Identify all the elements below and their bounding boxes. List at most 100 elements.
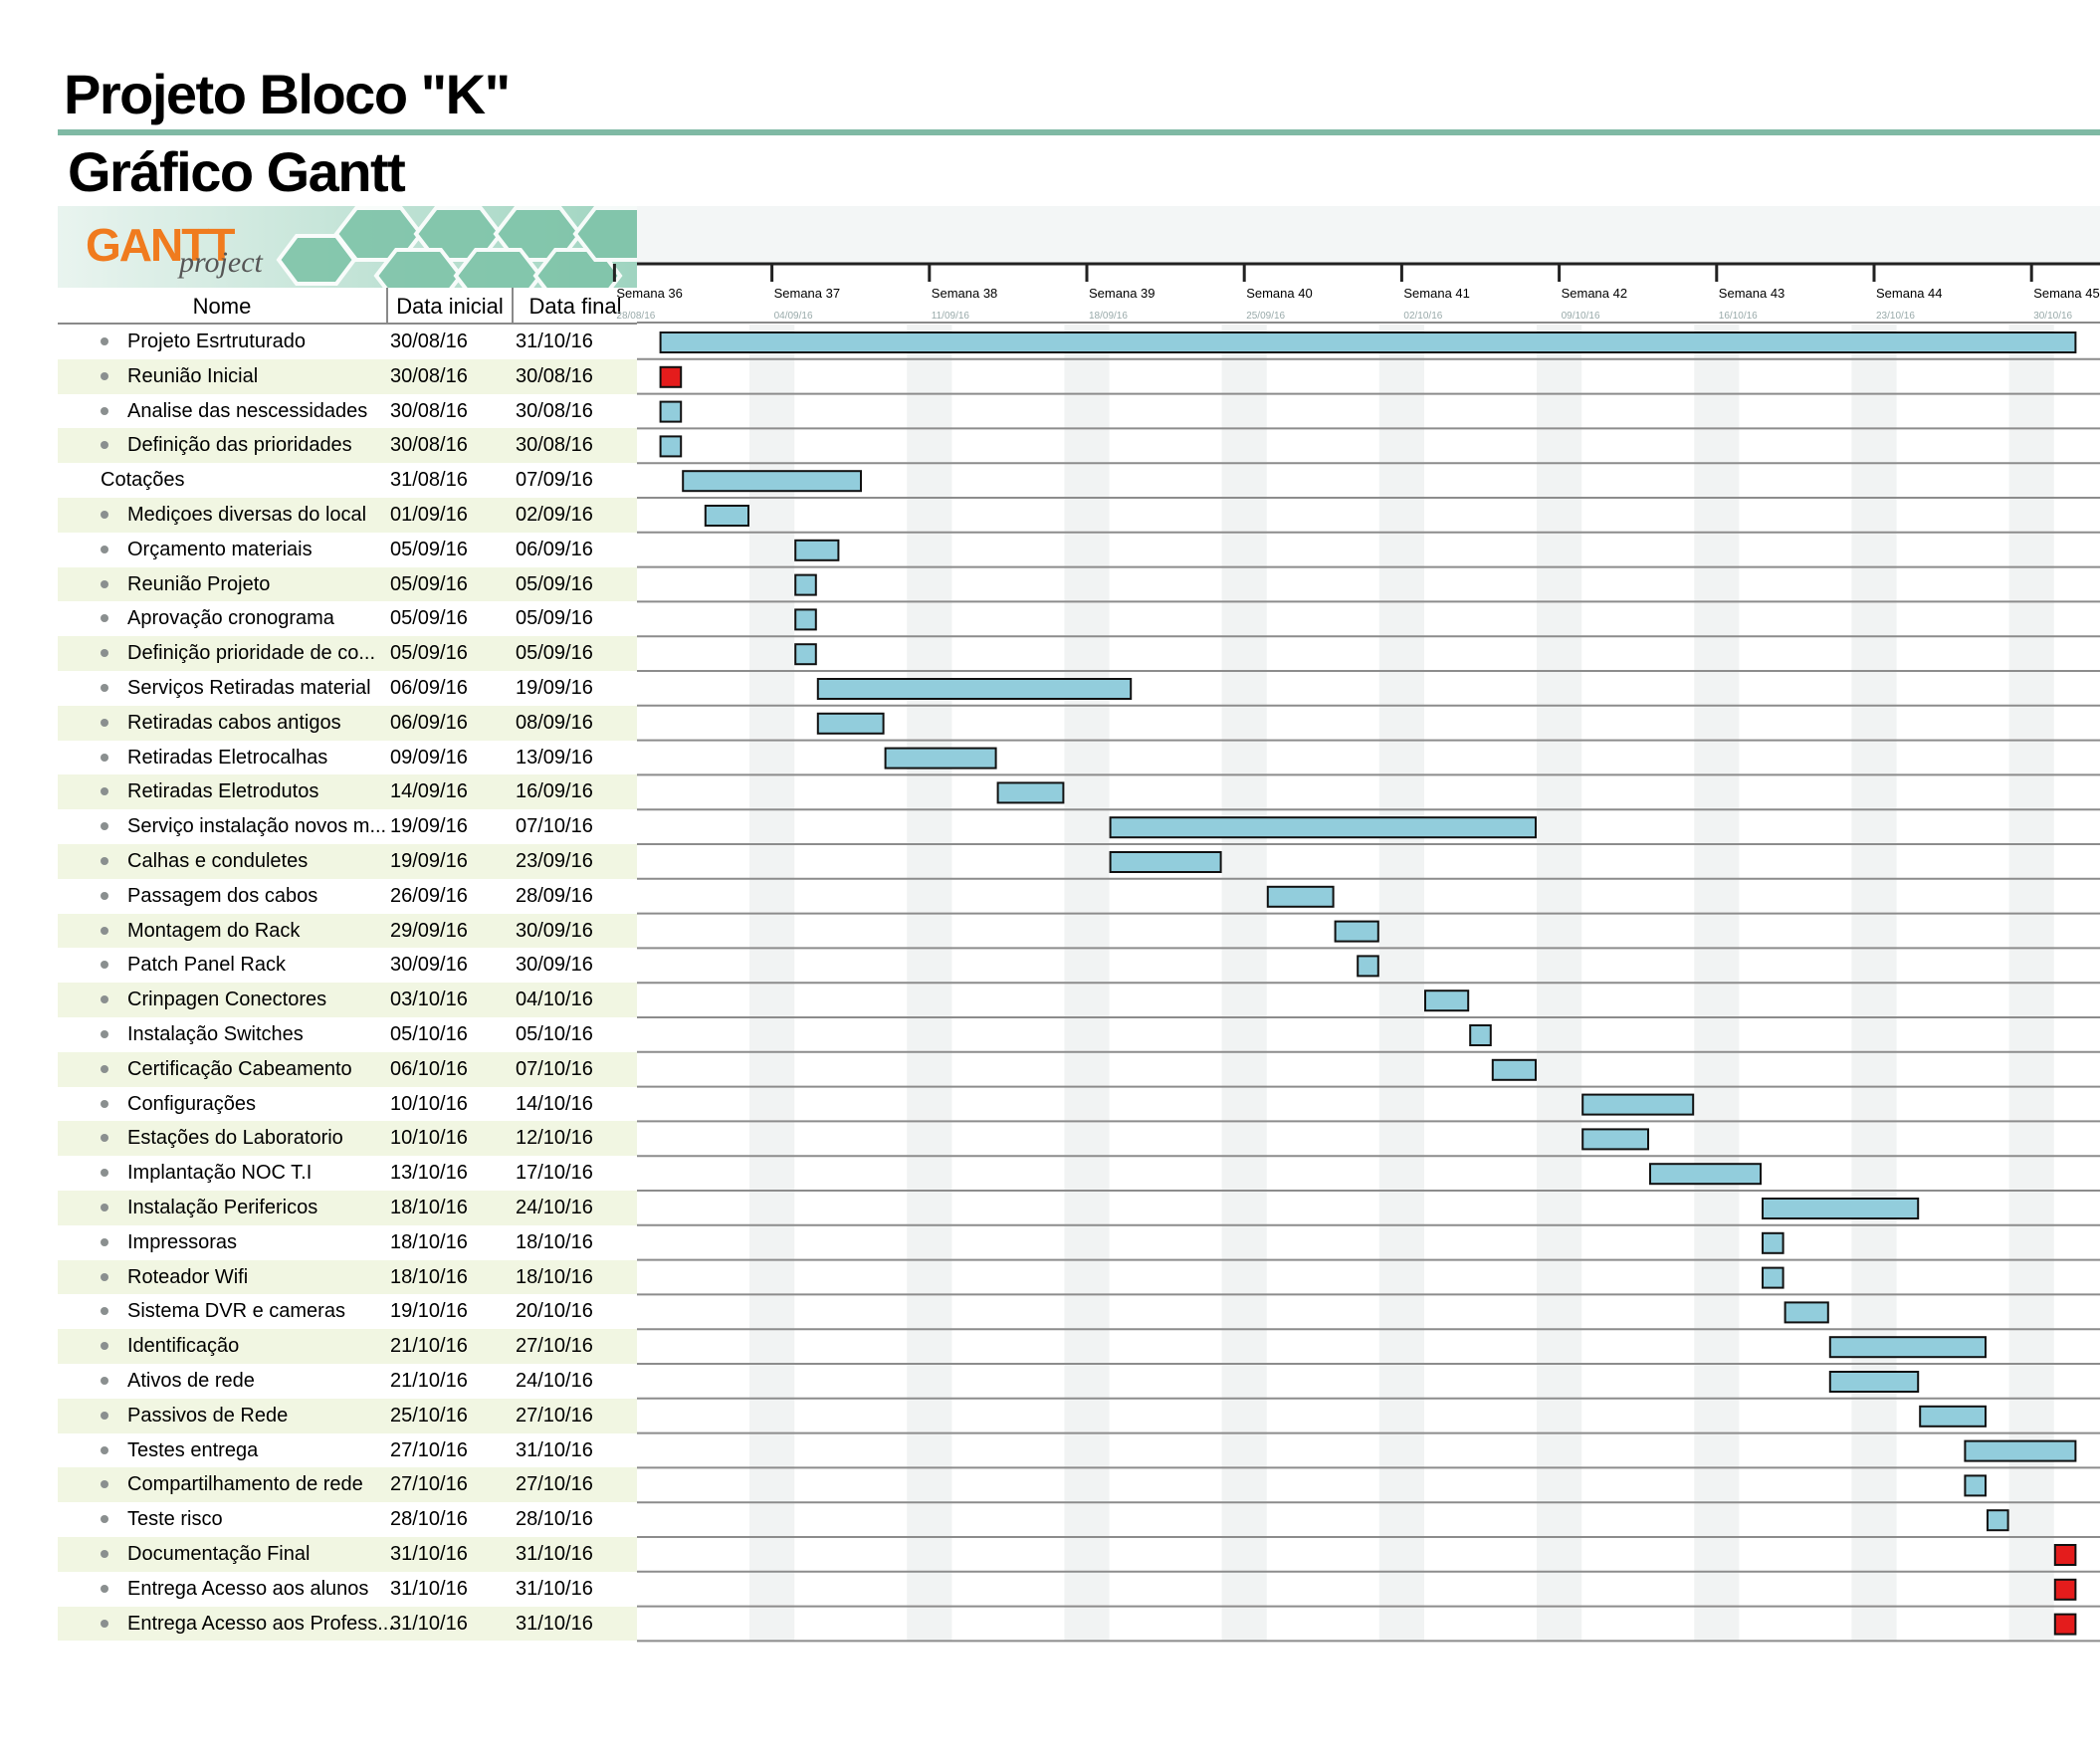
table-row[interactable]: Serviço instalação novos m... 19/09/16 07/… [58, 809, 637, 844]
task-bar[interactable] [1919, 1405, 1987, 1428]
task-bar[interactable] [1987, 1509, 2009, 1532]
task-bar[interactable] [1649, 1163, 1762, 1186]
table-row[interactable]: Retiradas Eletrodutos 14/09/16 16/09/16 [58, 774, 637, 810]
table-row[interactable]: Passagem dos cabos 26/09/16 28/09/16 [58, 879, 637, 914]
task-bar[interactable] [1469, 1024, 1492, 1046]
task-bar[interactable] [1491, 1058, 1538, 1081]
column-header-data-final[interactable]: Data final [528, 294, 622, 319]
task-bar[interactable] [794, 573, 817, 596]
task-bar[interactable] [1828, 1336, 1988, 1359]
table-row[interactable]: Sistema DVR e cameras 19/10/16 20/10/16 [58, 1294, 637, 1329]
task-start-date: 30/08/16 [390, 330, 468, 352]
task-bar[interactable] [1424, 990, 1470, 1012]
column-divider[interactable] [386, 288, 388, 323]
task-bar[interactable] [1964, 1474, 1988, 1497]
task-bar[interactable] [659, 400, 683, 423]
task-bar[interactable] [1266, 885, 1335, 908]
task-bar[interactable] [794, 608, 817, 631]
table-row[interactable]: Roteador Wifi 18/10/16 18/10/16 [58, 1259, 637, 1295]
task-bar[interactable] [996, 781, 1065, 804]
task-bullet-icon [101, 371, 108, 380]
task-bar[interactable] [1762, 1198, 1920, 1219]
table-row[interactable]: Cotações 31/08/16 07/09/16 [58, 463, 637, 498]
column-header-data-inicial[interactable]: Data inicial [396, 294, 504, 319]
task-bar[interactable] [659, 435, 683, 458]
milestone-bar[interactable] [2053, 1613, 2077, 1636]
task-bar[interactable] [1581, 1128, 1649, 1151]
table-row[interactable]: Certificação Cabeamento 06/10/16 07/10/16 [58, 1051, 637, 1087]
table-row[interactable]: Documentação Final 31/10/16 31/10/16 [58, 1537, 637, 1572]
task-bullet-icon [101, 1445, 108, 1454]
table-header [58, 288, 637, 325]
task-end-date: 24/10/16 [516, 1370, 593, 1392]
task-bar[interactable] [884, 747, 997, 770]
milestone-bar[interactable] [659, 365, 683, 388]
table-row[interactable]: Serviços Retiradas material 06/09/16 19/09… [58, 671, 637, 706]
task-end-date: 30/09/16 [516, 954, 593, 977]
task-bar[interactable] [682, 470, 863, 493]
task-bar[interactable] [1762, 1266, 1785, 1289]
table-row[interactable]: Impressoras 18/10/16 18/10/16 [58, 1225, 637, 1260]
table-row[interactable]: Retiradas Eletrocalhas 09/09/16 13/09/16 [58, 741, 637, 775]
task-end-date: 30/08/16 [516, 434, 593, 457]
task-bar[interactable] [1334, 920, 1379, 943]
column-header-nome[interactable]: Nome [192, 294, 252, 319]
table-row[interactable]: Entrega Acesso aos Profess... 31/10/16 31/… [58, 1606, 637, 1642]
ganttproject-logo: GANTT project [58, 206, 637, 288]
table-row[interactable]: Reunião Inicial 30/08/16 30/08/16 [58, 358, 637, 394]
task-bar[interactable] [704, 505, 749, 527]
task-bar[interactable] [1828, 1371, 1920, 1393]
task-bar[interactable] [816, 678, 1133, 700]
task-name: Identificação [127, 1335, 240, 1358]
task-end-date: 31/10/16 [516, 1543, 593, 1565]
table-row[interactable]: Montagem do Rack 29/09/16 30/09/16 [58, 913, 637, 949]
table-row[interactable]: Definição prioridade de co... 05/09/16 05/… [58, 636, 637, 671]
table-row[interactable]: Configurações 10/10/16 14/10/16 [58, 1087, 637, 1122]
table-row[interactable]: Calhas e conduletes 19/09/16 23/09/16 [58, 844, 637, 879]
milestone-bar[interactable] [2053, 1578, 2077, 1601]
task-bar[interactable] [659, 331, 2077, 353]
table-row[interactable]: Compartilhamento de rede 27/10/16 27/10/16 [58, 1467, 637, 1503]
task-end-date: 16/09/16 [516, 780, 593, 803]
column-divider[interactable] [512, 288, 514, 323]
table-row[interactable]: Instalação Perifericos 18/10/16 24/10/16 [58, 1191, 637, 1225]
milestone-bar[interactable] [2053, 1544, 2077, 1566]
task-bar[interactable] [1762, 1231, 1785, 1254]
table-row[interactable]: Orçamento materiais 05/09/16 06/09/16 [58, 533, 637, 567]
table-row[interactable]: Testes entrega 27/10/16 31/10/16 [58, 1433, 637, 1468]
task-bar[interactable] [1109, 851, 1222, 873]
table-row[interactable]: Identificação 21/10/16 27/10/16 [58, 1329, 637, 1364]
task-bar[interactable] [1357, 955, 1379, 978]
table-row[interactable]: Instalação Switches 05/10/16 05/10/16 [58, 1017, 637, 1052]
table-row[interactable]: Teste risco 28/10/16 28/10/16 [58, 1502, 637, 1537]
task-bullet-icon [101, 684, 108, 692]
task-bar[interactable] [1109, 816, 1537, 839]
table-row[interactable]: Entrega Acesso aos alunos 31/10/16 31/10/1… [58, 1572, 637, 1607]
table-row[interactable]: Estações do Laboratorio 10/10/16 12/10/16 [58, 1121, 637, 1157]
table-row[interactable]: Retiradas cabos antigos 06/09/16 08/09/16 [58, 705, 637, 741]
task-bar[interactable] [1784, 1301, 1829, 1324]
table-row[interactable]: Crinpagen Conectores 03/10/16 04/10/16 [58, 983, 637, 1017]
task-bar[interactable] [1964, 1439, 2077, 1462]
table-row[interactable]: Definição das prioridades 30/08/16 30/08/1… [58, 428, 637, 464]
table-row[interactable]: Analise das nescessidades 30/08/16 30/08/1… [58, 394, 637, 429]
table-row[interactable]: Implantação NOC T.I 13/10/16 17/10/16 [58, 1156, 637, 1191]
task-bar[interactable] [816, 712, 885, 735]
task-bullet-icon [101, 441, 108, 450]
table-row[interactable]: Ativos de rede 21/10/16 24/10/16 [58, 1364, 637, 1399]
logo-sub: project [179, 246, 263, 279]
table-row[interactable]: Projeto Esrtruturado 30/08/16 31/10/16 [58, 325, 637, 359]
task-start-date: 30/09/16 [390, 954, 468, 977]
table-row[interactable]: Reunião Projeto 05/09/16 05/09/16 [58, 566, 637, 602]
task-start-date: 31/10/16 [390, 1612, 468, 1635]
task-bar[interactable] [1581, 1093, 1695, 1116]
table-row[interactable]: Passivos de Rede 25/10/16 27/10/16 [58, 1398, 637, 1433]
table-row[interactable]: Patch Panel Rack 30/09/16 30/09/16 [58, 948, 637, 983]
task-start-date: 06/09/16 [390, 677, 468, 699]
task-bar[interactable] [794, 539, 840, 561]
hexagon-pattern-icon [58, 206, 637, 288]
table-row[interactable]: Mediçoes diversas do local 01/09/16 02/09/… [58, 498, 637, 533]
table-row[interactable]: Aprovação cronograma 05/09/16 05/09/16 [58, 601, 637, 636]
task-bar[interactable] [794, 643, 817, 666]
